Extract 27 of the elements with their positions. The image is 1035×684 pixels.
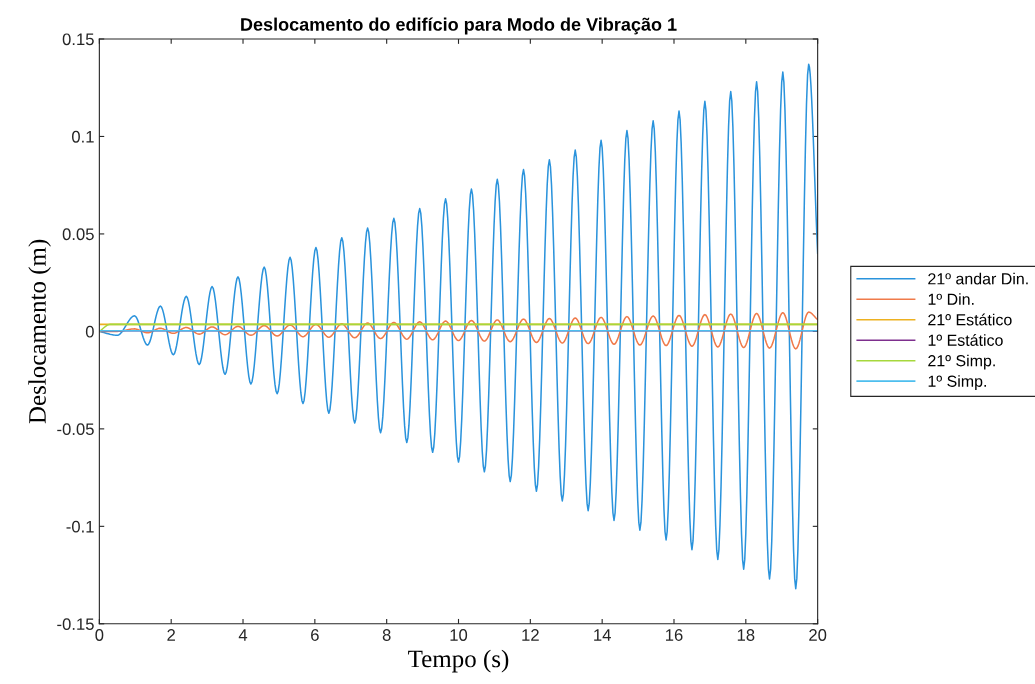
y-tick-label: -0.1 [66,520,94,533]
x-tick-label: 18 [737,629,755,641]
x-tick-label: 12 [522,629,539,641]
legend-label: 1º Simp. [928,375,986,391]
x-tick-label: 14 [594,629,611,641]
y-tick-label: -0.15 [57,618,94,631]
y-tick-label: -0.05 [57,423,94,436]
legend-label: 21º andar Din. [928,272,1028,285]
x-tick-label: 8 [382,629,391,641]
x-tick-label: 0 [95,629,104,641]
x-tick-label: 10 [450,629,468,641]
x-tick-label: 20 [809,629,827,641]
x-tick-label: 4 [238,629,248,641]
y-tick-label: 0 [85,325,94,338]
legend-label: 21º Simp. [928,354,995,370]
x-axis-title: Tempo (s) [408,649,509,673]
legend-label: 1º Estático [928,334,1003,346]
legend-label: 21º Estático [928,313,1012,326]
x-tick-label: 16 [665,629,683,641]
x-tick-label: 2 [167,629,175,641]
chart-title: Deslocamento do edifício para Modo de Vibração 1 [241,17,677,35]
legend-label: 1º Din. [928,293,974,305]
y-tick-label: 0.05 [62,228,94,241]
x-tick-label: 6 [311,629,319,641]
y-tick-label: 0.15 [62,33,94,46]
y-axis-title: Deslocamento (m) [28,239,51,424]
y-tick-label: 0.1 [71,130,94,143]
